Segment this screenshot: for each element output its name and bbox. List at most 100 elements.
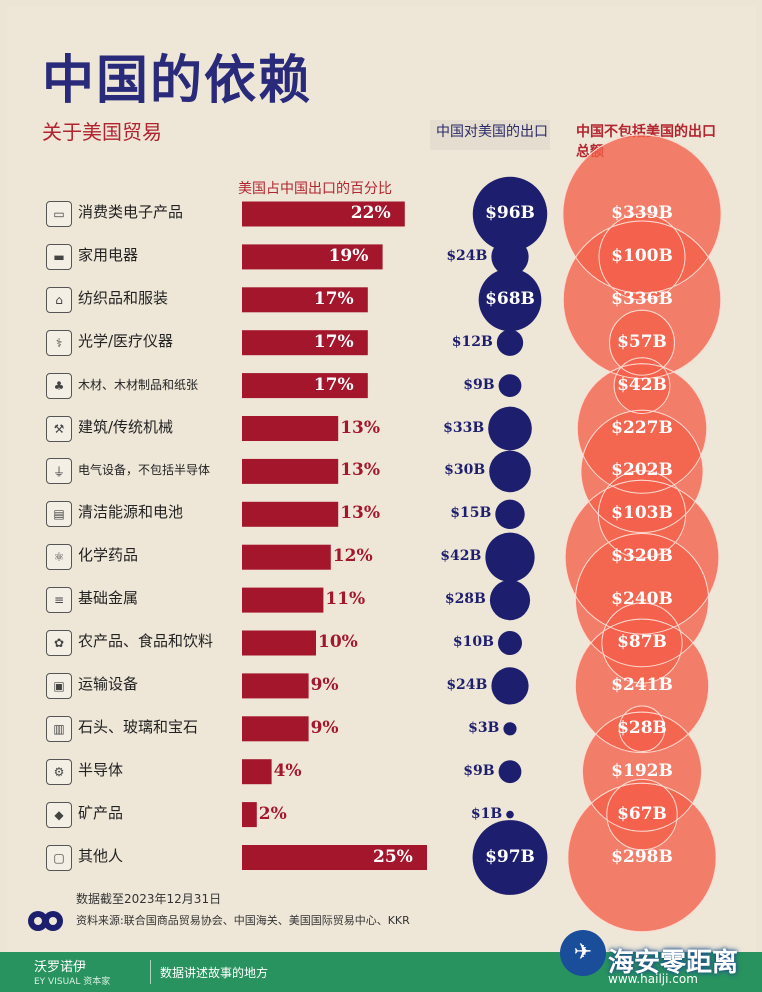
brand-subname: EY VISUAL 资本家 bbox=[34, 977, 111, 987]
us-export-circle bbox=[489, 579, 531, 621]
share-pct-label: 13% bbox=[340, 503, 380, 524]
us-export-circle bbox=[478, 268, 542, 332]
us-export-label: $12B bbox=[451, 333, 493, 350]
nonus-circle-outline bbox=[598, 213, 686, 301]
watermark-logo-icon: ✈ bbox=[560, 930, 606, 976]
share-pct-label: 17% bbox=[313, 331, 354, 352]
share-pct-label: 9% bbox=[310, 717, 339, 738]
brand-slogan: 数据讲述故事的地方 bbox=[160, 966, 269, 980]
us-export-circle bbox=[498, 760, 522, 784]
category-label: 运输设备 bbox=[78, 674, 139, 693]
share-pct-label: 2% bbox=[258, 803, 287, 824]
page-subtitle: 关于美国贸易 bbox=[42, 120, 162, 144]
nonus-export-label: $227B bbox=[611, 417, 673, 438]
share-bar bbox=[242, 759, 272, 785]
share-pct-label: 17% bbox=[313, 374, 354, 395]
nonus-circle-outline bbox=[562, 134, 722, 294]
car-icon: ▣ bbox=[46, 672, 72, 699]
us-export-label: $1B bbox=[470, 805, 503, 822]
nonus-export-label: $241B bbox=[611, 674, 673, 695]
share-pct-label: 22% bbox=[350, 203, 391, 223]
share-bar bbox=[242, 416, 339, 441]
metal-bars-icon: ≡ bbox=[46, 587, 72, 614]
us-export-circle bbox=[472, 820, 548, 895]
nonus-circle-outline bbox=[580, 409, 704, 534]
us-export-label: $24B bbox=[446, 247, 488, 264]
us-export-label: $97B bbox=[485, 846, 535, 867]
column-header-us-exports: 中国对美国的出口 bbox=[436, 124, 548, 140]
share-bar bbox=[242, 630, 316, 656]
share-bar bbox=[242, 544, 331, 570]
column-header-us-share: 美国占中国出口的百分比 bbox=[238, 181, 392, 197]
share-bar bbox=[242, 287, 368, 313]
share-bar bbox=[242, 587, 324, 613]
category-label: 纺织品和服装 bbox=[78, 288, 169, 307]
nonus-circle-outline bbox=[567, 782, 717, 933]
nonus-circle-outline bbox=[574, 618, 710, 754]
microscope-icon: ⚕ bbox=[46, 329, 72, 356]
nonus-export-label: $42B bbox=[617, 374, 667, 395]
us-export-circle bbox=[491, 238, 529, 276]
us-export-circle bbox=[503, 722, 517, 736]
nonus-circle-outline bbox=[562, 220, 722, 380]
us-export-circle bbox=[495, 499, 525, 530]
share-pct-label: 11% bbox=[325, 589, 366, 610]
us-export-circle bbox=[485, 532, 535, 582]
nonus-circle-outlines bbox=[562, 134, 722, 933]
share-bar bbox=[242, 845, 427, 870]
window-icon: ▥ bbox=[46, 715, 72, 742]
us-circles bbox=[472, 176, 548, 895]
share-bar bbox=[242, 458, 339, 484]
nonus-circle-outline bbox=[609, 309, 675, 376]
share-bar bbox=[242, 330, 368, 356]
category-label: 石头、玻璃和宝石 bbox=[78, 717, 199, 736]
chip-icon: ⚙ bbox=[46, 758, 72, 785]
nonus-export-label: $320B bbox=[611, 546, 673, 567]
category-label: 电气设备，不包括半导体 bbox=[78, 463, 211, 478]
nonus-export-label: $202B bbox=[611, 460, 673, 481]
nonus-circle-outline bbox=[564, 479, 720, 635]
category-label: 家用电器 bbox=[78, 245, 139, 264]
nonus-export-label: $339B bbox=[611, 203, 673, 223]
watermark-text: 海安零距离 bbox=[608, 948, 739, 978]
us-export-circle bbox=[498, 374, 522, 397]
category-label: 清洁能源和电池 bbox=[78, 503, 184, 522]
us-export-label: $33B bbox=[443, 419, 485, 436]
nonus-circle-outline bbox=[597, 470, 687, 559]
us-export-circle bbox=[496, 329, 524, 356]
nonus-export-label: $67B bbox=[617, 803, 667, 824]
us-export-label: $28B bbox=[444, 591, 486, 608]
us-export-label: $10B bbox=[452, 634, 494, 650]
nonus-export-label: $57B bbox=[617, 331, 667, 352]
nonus-circle-outline bbox=[576, 363, 708, 494]
share-bar bbox=[242, 373, 368, 399]
nonus-export-label: $103B bbox=[611, 503, 673, 524]
nonus-circle-outline bbox=[574, 532, 710, 668]
us-export-circle bbox=[489, 450, 531, 493]
share-bar bbox=[242, 244, 383, 270]
share-pct-label: 10% bbox=[318, 632, 358, 652]
us-export-label: $3B bbox=[468, 719, 500, 736]
nonus-circle-outline bbox=[606, 778, 678, 851]
us-export-label: $9B bbox=[463, 762, 495, 779]
nonus-circle-outline bbox=[601, 602, 683, 684]
us-export-circle bbox=[472, 176, 548, 252]
category-label: 基础金属 bbox=[78, 589, 139, 608]
plug-icon: ⏚ bbox=[46, 458, 72, 485]
nonus-circle-outline bbox=[618, 705, 666, 753]
share-bar bbox=[242, 501, 339, 527]
bottom-banner: 沃罗诺伊 EY VISUAL 资本家 数据讲述故事的地方 海安零距离 www.h… bbox=[0, 948, 762, 992]
header-shade-us bbox=[430, 120, 550, 150]
share-pct-label: 17% bbox=[313, 288, 354, 309]
brand-name: 沃罗诺伊 bbox=[34, 960, 87, 975]
tv-icon: ▭ bbox=[46, 201, 72, 227]
category-label: 半导体 bbox=[78, 760, 124, 779]
category-label: 建筑/传统机械 bbox=[78, 417, 174, 436]
share-bar bbox=[242, 673, 309, 699]
wheat-icon: ✿ bbox=[46, 630, 72, 656]
crane-icon: ⚒ bbox=[46, 415, 72, 442]
source-note: 资料来源:联合国商品贸易协会、中国海关、美国国际贸易中心、KKR bbox=[76, 914, 410, 927]
share-bars bbox=[242, 201, 427, 870]
category-label: 其他人 bbox=[78, 846, 124, 865]
